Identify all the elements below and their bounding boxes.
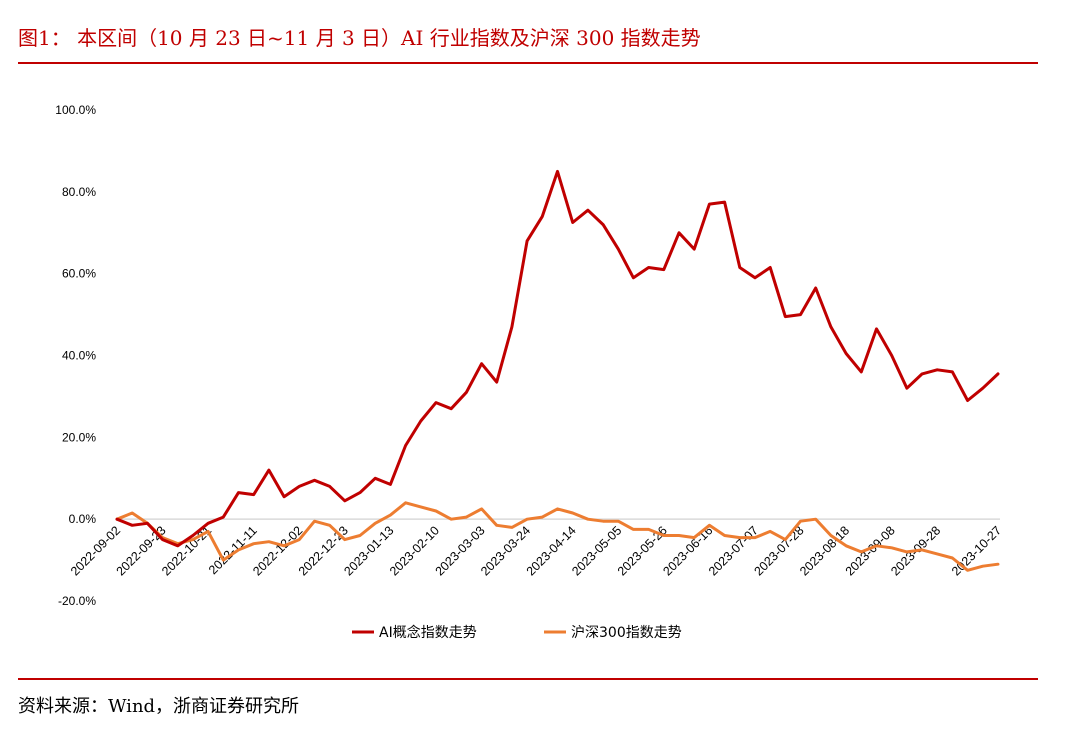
y-tick-label: 0.0% [69, 512, 97, 526]
y-tick-label: -20.0% [58, 594, 96, 608]
x-tick-label: 2023-10-27 [949, 523, 1004, 578]
source-note: 资料来源：Wind，浙商证券研究所 [18, 696, 300, 717]
legend-label-ai: AI概念指数走势 [379, 624, 477, 641]
y-tick-label: 80.0% [62, 185, 96, 199]
legend: AI概念指数走势 沪深300指数走势 [352, 624, 682, 641]
title-rule [18, 62, 1038, 64]
figure-title: 图1： 本区间（10 月 23 日~11 月 3 日）AI 行业指数及沪深 30… [18, 26, 701, 50]
source-rule [18, 678, 1038, 680]
y-tick-label: 40.0% [62, 349, 96, 363]
series-lines [115, 169, 1000, 572]
y-tick-label: 20.0% [62, 430, 96, 444]
y-axis-ticks: 100.0% 80.0% 60.0% 40.0% 20.0% 0.0% -20.0% [55, 103, 96, 608]
line-chart: 100.0% 80.0% 60.0% 40.0% 20.0% 0.0% -20.0% 202… [55, 103, 1004, 641]
series-line-ai [115, 169, 1000, 548]
legend-label-hs300: 沪深300指数走势 [571, 625, 682, 641]
y-tick-label: 60.0% [62, 267, 96, 281]
series-line-hs300 [115, 501, 1000, 572]
y-tick-label: 100.0% [55, 103, 96, 117]
